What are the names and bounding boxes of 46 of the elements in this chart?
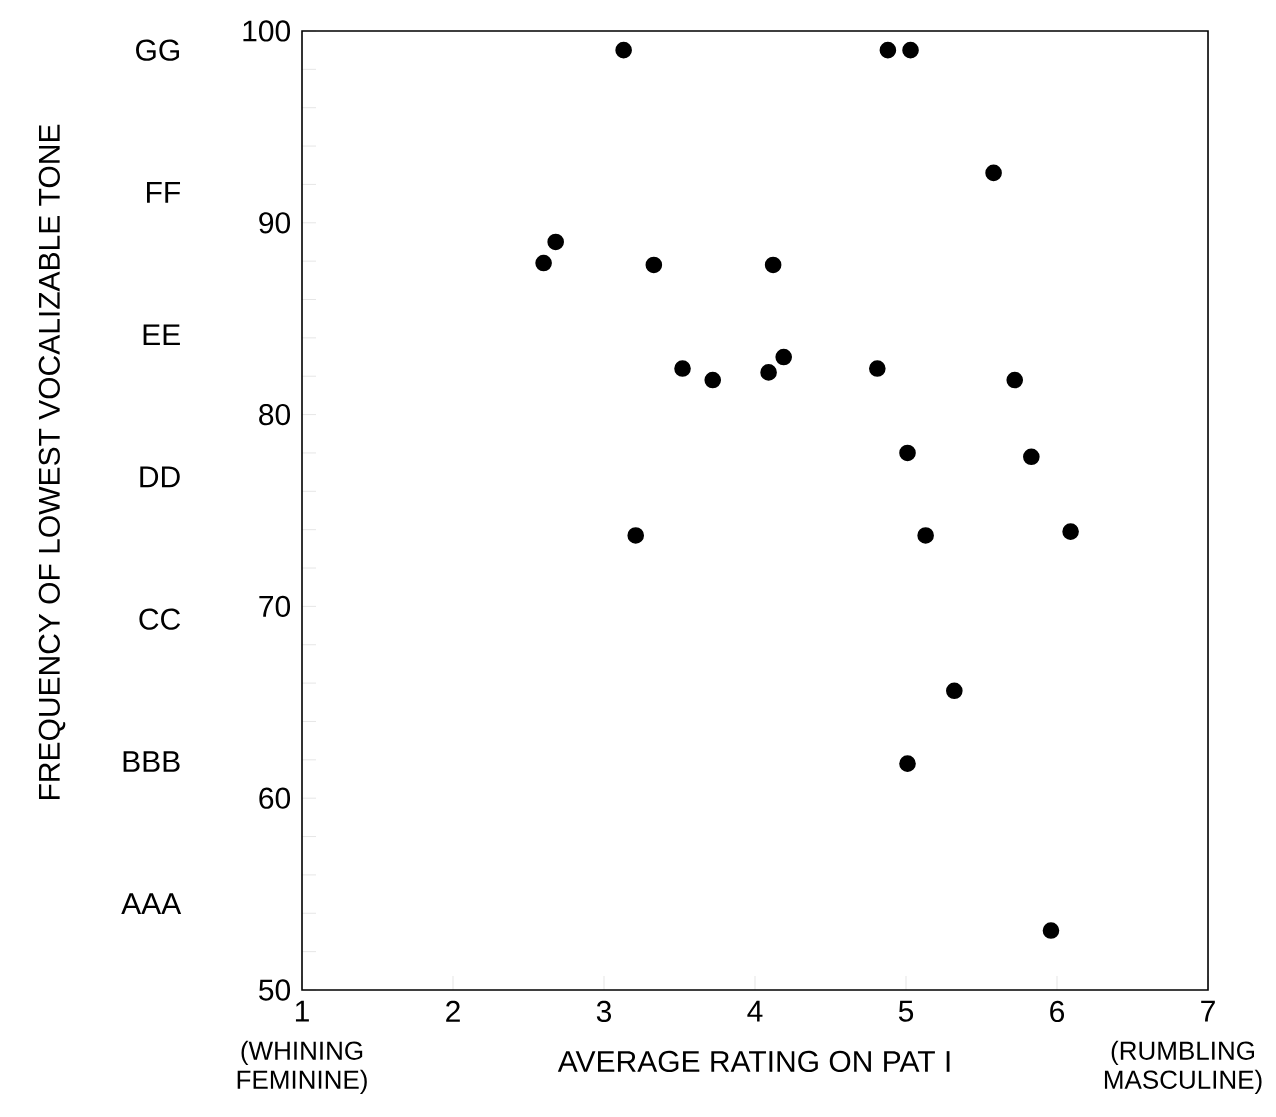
y-tick-label: 100 [243, 20, 291, 42]
point [547, 233, 564, 251]
y-tick-label: 60 [259, 787, 291, 809]
point [615, 41, 632, 59]
x-tick-label: 6 [1050, 1000, 1065, 1023]
point [879, 41, 897, 59]
point [985, 164, 1002, 182]
text: EE [143, 324, 180, 346]
point [946, 682, 963, 700]
x-tick-label: 1 [295, 1000, 309, 1022]
point [627, 527, 645, 544]
point [674, 360, 691, 377]
point [645, 256, 663, 274]
point [760, 364, 777, 381]
x-tick-label: 2 [446, 1000, 460, 1022]
text: AAA [121, 893, 182, 915]
text: CC [139, 608, 181, 630]
point [1023, 448, 1040, 466]
point [1006, 371, 1024, 389]
point [775, 348, 792, 366]
point [764, 256, 782, 274]
point [869, 360, 886, 377]
x-tick-label: 7 [1201, 1000, 1215, 1022]
point [704, 371, 722, 389]
text: FREQUENCY OF LOWEST VOCALIZABLE TONE [38, 124, 66, 800]
point [1062, 523, 1079, 540]
y-tick-label: 50 [259, 979, 291, 1001]
point [899, 444, 916, 462]
point [899, 755, 916, 772]
text: DD [140, 466, 180, 488]
y-tick-label: 70 [259, 595, 291, 618]
x-tick-label: 5 [898, 1000, 914, 1022]
text: GG [136, 39, 179, 61]
text: BBB [123, 751, 180, 772]
point [1042, 922, 1060, 939]
x-tick-label: 4 [747, 1000, 763, 1022]
y-tick-label: 90 [259, 212, 291, 234]
point [902, 41, 919, 59]
text: (RUMBLING MASCULINE) [1104, 1040, 1262, 1095]
point [917, 527, 934, 544]
x-tick-label: 3 [596, 1000, 612, 1023]
text: FF [147, 182, 181, 203]
y-tick-label: 80 [259, 403, 291, 426]
x-axis-title: AVERAGE RATING ON PAT I [557, 1050, 950, 1073]
text: (WHINING FEMININE) [237, 1040, 367, 1095]
point [535, 254, 552, 272]
